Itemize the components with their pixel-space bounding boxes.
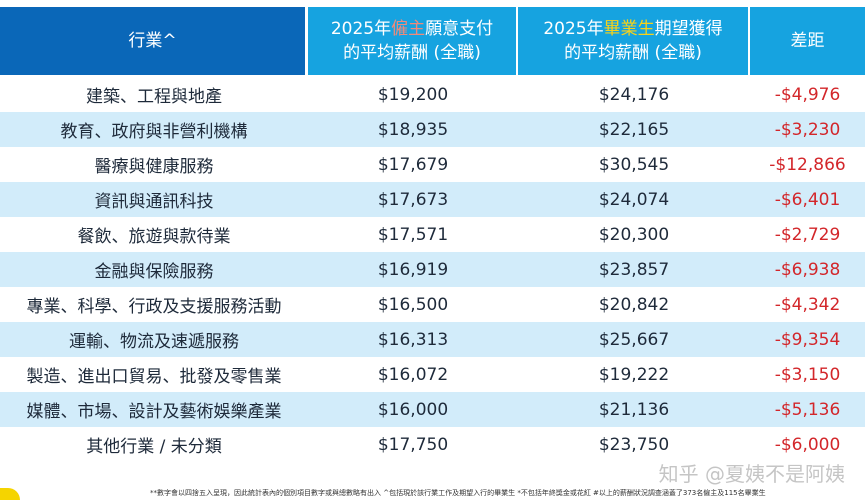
- header-industry: 行業^: [0, 7, 308, 75]
- header-gap: 差距: [750, 7, 865, 75]
- table-row: 媒體、市場、設計及藝術娛樂產業 $16,000 $21,136 -$5,136: [0, 392, 865, 427]
- cell-employer: $18,935: [308, 112, 518, 147]
- cell-employer: $16,072: [377, 364, 449, 385]
- cell-graduate: $22,165: [518, 112, 750, 147]
- watermark: 知乎 @夏姨不是阿姨: [658, 462, 845, 486]
- cell-graduate: $19,222: [598, 364, 670, 385]
- table-row: 醫療與健康服務 $17,679 $30,545 -$12,866: [0, 147, 865, 182]
- table-row: 建築、工程與地產 $19,200 $24,176 -$4,976: [0, 75, 865, 112]
- cell-graduate: $20,842: [598, 294, 670, 315]
- table-row: 專業、科學、行政及支援服務活動 $16,500 $20,842 -$4,342: [0, 287, 865, 322]
- cell-industry: 運輸、物流及速遞服務: [0, 322, 308, 357]
- header-text: 的平均薪酬 (全職): [343, 43, 481, 63]
- cell-industry: 專業、科學、行政及支援服務活動: [26, 297, 282, 317]
- cell-industry: 餐飲、旅遊與款待業: [77, 227, 231, 247]
- cell-gap: -$6,401: [750, 182, 865, 217]
- table-row: 其他行業 / 未分類 $17,750 $23,750 -$6,000: [0, 427, 865, 462]
- cell-industry: 建築、工程與地產: [0, 75, 308, 112]
- table-row: 製造、進出口貿易、批發及零售業 $16,072 $19,222 -$3,150: [0, 357, 865, 392]
- cell-gap: -$4,342: [774, 294, 841, 315]
- cell-graduate: $23,857: [518, 252, 750, 287]
- cell-employer: $16,313: [308, 322, 518, 357]
- cell-employer: $16,500: [377, 294, 449, 315]
- cell-employer: $17,571: [377, 224, 449, 245]
- cell-industry: 媒體、市場、設計及藝術娛樂產業: [0, 392, 308, 427]
- cell-gap: -$3,230: [750, 112, 865, 147]
- header-graduate: 2025年畢業生期望獲得的平均薪酬 (全職): [518, 7, 750, 75]
- header-highlight: 僱主: [391, 19, 426, 39]
- cell-gap: -$6,938: [750, 252, 865, 287]
- cell-graduate: $20,300: [598, 224, 670, 245]
- header-text: 期望獲得: [654, 19, 723, 39]
- header-text: 的平均薪酬 (全職): [564, 43, 702, 63]
- table-header: 行業^ 2025年僱主願意支付 的平均薪酬 (全職) 2025年畢業生期望獲得 的平…: [0, 7, 865, 75]
- cell-gap: -$12,866: [769, 154, 846, 175]
- cell-gap: -$2,729: [774, 224, 841, 245]
- cell-graduate: $23,750: [598, 434, 670, 455]
- cell-industry: 醫療與健康服務: [94, 157, 214, 177]
- header-text: 願意支付: [425, 19, 494, 39]
- cell-industry: 其他行業 / 未分類: [86, 437, 222, 457]
- cell-employer: $16,000: [308, 392, 518, 427]
- cell-graduate: $30,545: [598, 154, 670, 175]
- table-row: 運輸、物流及速遞服務 $16,313 $25,667 -$9,354: [0, 322, 865, 357]
- salary-table: 行業^ 2025年僱主願意支付 的平均薪酬 (全職) 2025年畢業生期望獲得 的平…: [0, 7, 865, 462]
- cell-industry: 資訊與通訊科技: [0, 182, 308, 217]
- cell-gap: -$3,150: [774, 364, 841, 385]
- cell-graduate: $24,074: [518, 182, 750, 217]
- cell-employer: $19,200: [308, 75, 518, 112]
- header-employer: 2025年僱主願意支付的平均薪酬 (全職): [308, 7, 518, 75]
- cell-employer: $17,679: [377, 154, 449, 175]
- cell-employer: $17,750: [377, 434, 449, 455]
- cell-industry: 金融與保險服務: [0, 252, 308, 287]
- header-text: 2025年: [543, 19, 604, 39]
- cell-gap: -$6,000: [774, 434, 841, 455]
- cell-employer: $17,673: [308, 182, 518, 217]
- cell-graduate: $21,136: [518, 392, 750, 427]
- table-row: 餐飲、旅遊與款待業 $17,571 $20,300 -$2,729: [0, 217, 865, 252]
- table-row: 資訊與通訊科技 $17,673 $24,074 -$6,401: [0, 182, 865, 217]
- table-row: 教育、政府與非營利機構 $18,935 $22,165 -$3,230: [0, 112, 865, 147]
- table-row: 金融與保險服務 $16,919 $23,857 -$6,938: [0, 252, 865, 287]
- cell-gap: -$9,354: [750, 322, 865, 357]
- header-text: 2025年: [330, 19, 392, 39]
- cell-graduate: $24,176: [518, 75, 750, 112]
- cell-graduate: $25,667: [518, 322, 750, 357]
- cell-industry: 教育、政府與非營利機構: [0, 112, 308, 147]
- footnote: **數字會以四捨五入呈現，因此統計表內的個別項目數字或與總數略有出入 ^包括現於…: [150, 489, 766, 497]
- cell-employer: $16,919: [308, 252, 518, 287]
- header-highlight: 畢業生: [603, 19, 655, 39]
- decorative-swoosh: [0, 488, 20, 500]
- cell-gap: -$4,976: [750, 75, 865, 112]
- cell-gap: -$5,136: [750, 392, 865, 427]
- cell-industry: 製造、進出口貿易、批發及零售業: [26, 367, 282, 387]
